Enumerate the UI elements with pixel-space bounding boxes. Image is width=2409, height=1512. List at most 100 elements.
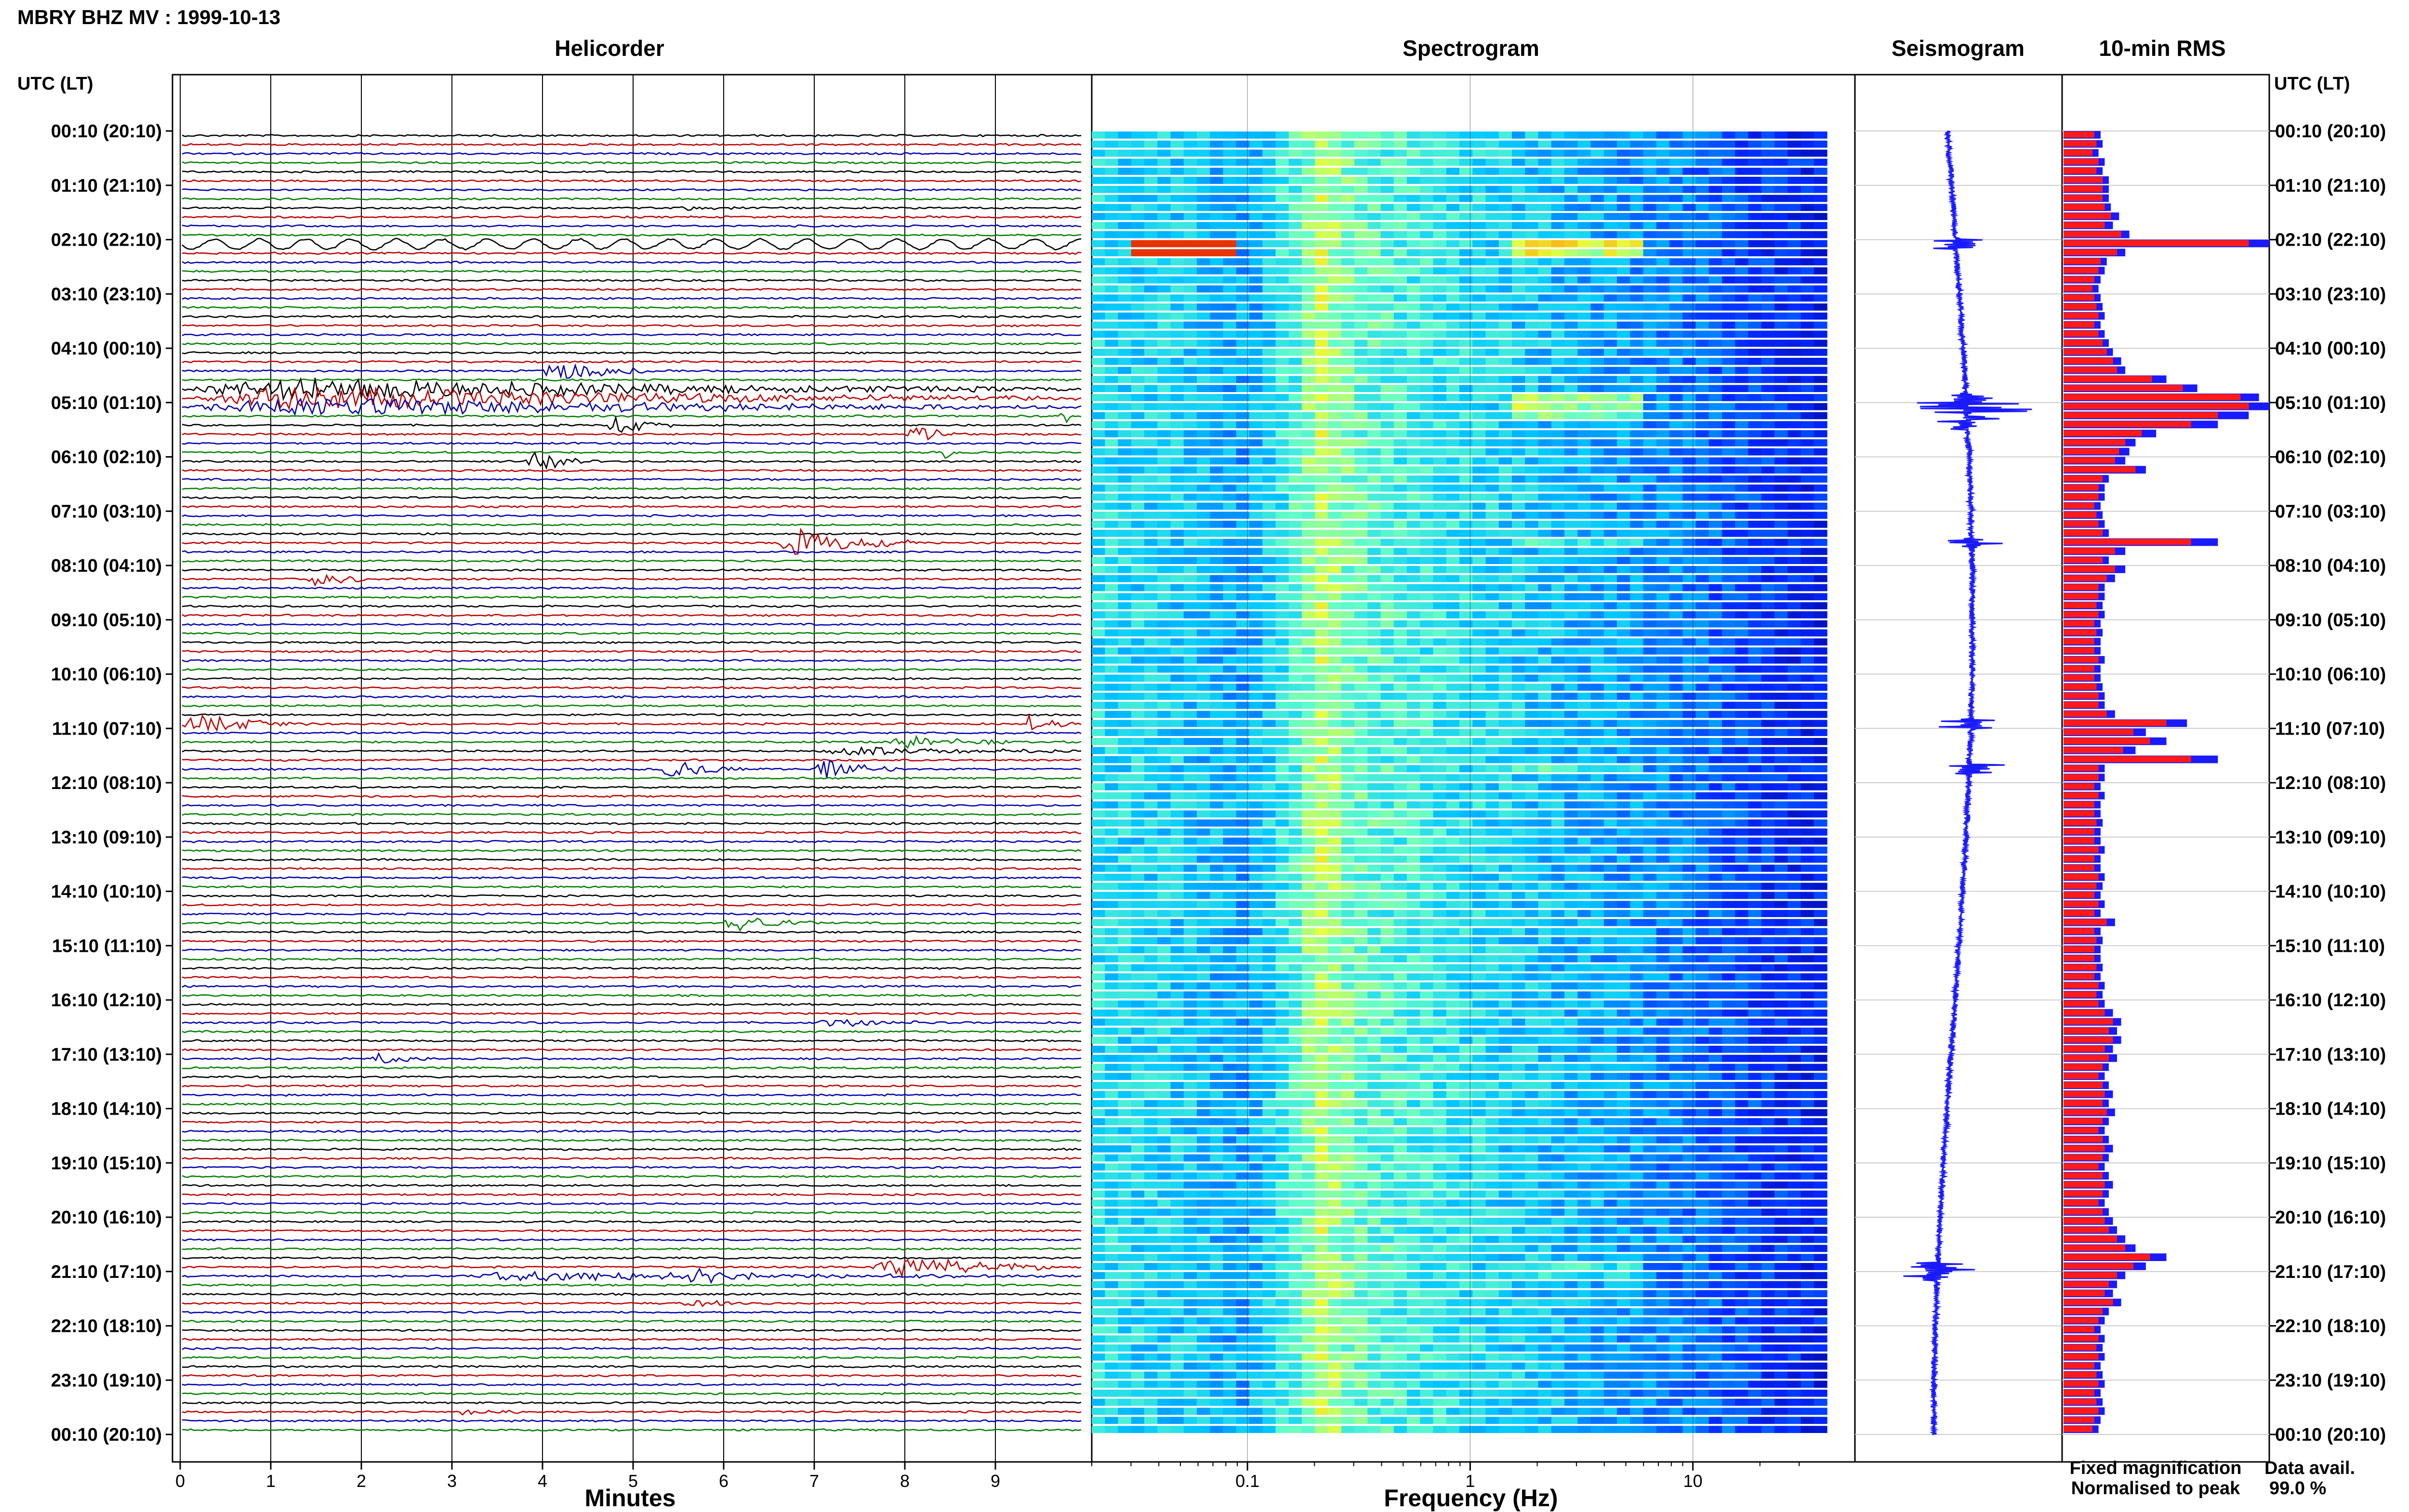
rms-bar-normalised	[2064, 376, 2152, 382]
helicorder-trace	[182, 985, 1082, 988]
rms-bar-normalised	[2064, 1027, 2109, 1034]
helicorder-trace	[182, 966, 1082, 970]
time-tick-right: 01:10 (21:10)	[2275, 176, 2386, 196]
rms-bar-normalised	[2064, 439, 2126, 446]
rms-bar-normalised	[2064, 765, 2099, 772]
time-tick-left: 00:10 (20:10)	[51, 1425, 162, 1445]
spectrogram-row	[1092, 340, 1827, 347]
spectrogram-row	[1092, 855, 1827, 863]
helicorder-trace	[182, 948, 1082, 952]
spectrogram-row	[1092, 303, 1827, 311]
spectrogram-row	[1092, 1272, 1827, 1279]
rms-bar-normalised	[2064, 656, 2099, 663]
rms-bar-normalised	[2064, 575, 2107, 581]
time-tick-left: 22:10 (18:10)	[51, 1316, 162, 1337]
rms-bar-normalised	[2064, 1236, 2117, 1242]
rms-bar-normalised	[2064, 204, 2105, 210]
rms-bar-normalised	[2064, 828, 2094, 835]
time-tick-right: 00:10 (20:10)	[2275, 121, 2386, 142]
spectrogram-row	[1092, 1407, 1827, 1415]
helicorder-trace	[182, 713, 1082, 732]
spectrogram-row	[1092, 1190, 1827, 1198]
rms-bar-normalised	[2064, 1154, 2103, 1161]
data-avail-label: Data avail.	[2264, 1458, 2355, 1478]
rms-bar-normalised	[2064, 1281, 2109, 1288]
helicorder-trace	[182, 342, 1082, 346]
spectrogram-row	[1092, 611, 1827, 618]
rms-bar-normalised	[2064, 1426, 2092, 1432]
rms-bar-normalised	[2064, 602, 2097, 608]
spectrogram-row	[1092, 765, 1827, 773]
spectrogram-row	[1092, 1362, 1827, 1370]
helicorder-xtick-label: 3	[447, 1471, 457, 1491]
seismogram-trace	[1903, 130, 2032, 1435]
spectrogram-row	[1092, 258, 1827, 265]
rms-bar-normalised	[2064, 140, 2097, 147]
spectrogram-row	[1092, 222, 1827, 229]
time-tick-right: 21:10 (17:10)	[2275, 1262, 2386, 1282]
rms-bar-normalised	[2064, 882, 2097, 889]
helicorder-trace	[182, 1052, 1082, 1064]
spectrogram-row	[1092, 638, 1827, 646]
spectrogram-row	[1092, 882, 1827, 890]
spectrogram-row	[1092, 1299, 1827, 1306]
time-tick-left: 15:10 (11:10)	[52, 936, 162, 956]
helicorder-xtick-label: 9	[991, 1471, 1000, 1491]
helicorder-trace	[182, 1365, 1082, 1368]
rms-bar-normalised	[2064, 539, 2191, 545]
helicorder-xtick-label: 0	[175, 1471, 185, 1491]
spectrogram-row	[1092, 955, 1827, 962]
time-tick-right: 12:10 (08:10)	[2275, 773, 2386, 793]
helicorder-trace	[182, 649, 1082, 654]
helicorder-xlabel: Minutes	[585, 1485, 676, 1512]
rms-bar-normalised	[2064, 638, 2094, 645]
helicorder-trace	[182, 759, 1082, 778]
spectrogram-row	[1092, 846, 1827, 854]
rms-bar-normalised	[2064, 1127, 2099, 1133]
spectrogram-row	[1092, 385, 1827, 392]
rms-bar-normalised	[2064, 729, 2134, 736]
rms-bar-normalised	[2064, 249, 2117, 256]
helicorder-trace	[182, 695, 1082, 699]
helicorder-trace	[182, 1310, 1082, 1314]
helicorder-trace	[182, 912, 1082, 916]
rms-bar-normalised	[2064, 385, 2183, 391]
spectrogram-row	[1092, 1281, 1827, 1288]
spectrogram-xlabel: Frequency (Hz)	[1384, 1485, 1558, 1512]
spectrogram-row	[1092, 548, 1827, 555]
time-tick-right: 06:10 (02:10)	[2275, 447, 2386, 468]
helicorder-trace	[182, 297, 1082, 301]
rms-bar-normalised	[2064, 1335, 2099, 1342]
spectrogram-row	[1092, 982, 1827, 990]
spectrogram-row	[1092, 376, 1827, 383]
spectrogram-row	[1092, 168, 1827, 175]
helicorder-trace	[182, 622, 1082, 626]
rms-bar-normalised	[2064, 475, 2103, 482]
rms-bar-normalised	[2064, 684, 2097, 690]
time-tick-left: 13:10 (09:10)	[51, 828, 162, 848]
spectrogram-row	[1092, 973, 1827, 981]
rms-bar-normalised	[2064, 801, 2094, 808]
rms-bar-normalised	[2064, 1417, 2094, 1423]
helicorder-trace	[182, 858, 1082, 862]
spectrogram-row	[1092, 693, 1827, 700]
helicorder-trace	[182, 994, 1082, 998]
spectrogram-row	[1092, 756, 1827, 763]
helicorder-trace	[182, 1229, 1082, 1233]
spectrogram-row	[1092, 1381, 1827, 1388]
helicorder-trace	[182, 1319, 1082, 1323]
helicorder-trace	[182, 1183, 1082, 1187]
helicorder-trace	[182, 903, 1082, 907]
rms-bar-normalised	[2064, 231, 2121, 237]
helicorder-trace	[182, 197, 1082, 201]
helicorder-trace	[182, 360, 1082, 364]
spectrogram-row	[1092, 475, 1827, 483]
spectrogram-row	[1092, 557, 1827, 564]
spectrogram-row	[1092, 566, 1827, 573]
rms-bar-normalised	[2064, 1209, 2103, 1215]
rms-bar-normalised	[2064, 521, 2099, 527]
spectrogram-row	[1092, 195, 1827, 202]
helicorder-trace	[182, 1202, 1082, 1206]
rms-bar-normalised	[2064, 168, 2097, 174]
time-tick-right: 18:10 (14:10)	[2275, 1099, 2386, 1119]
